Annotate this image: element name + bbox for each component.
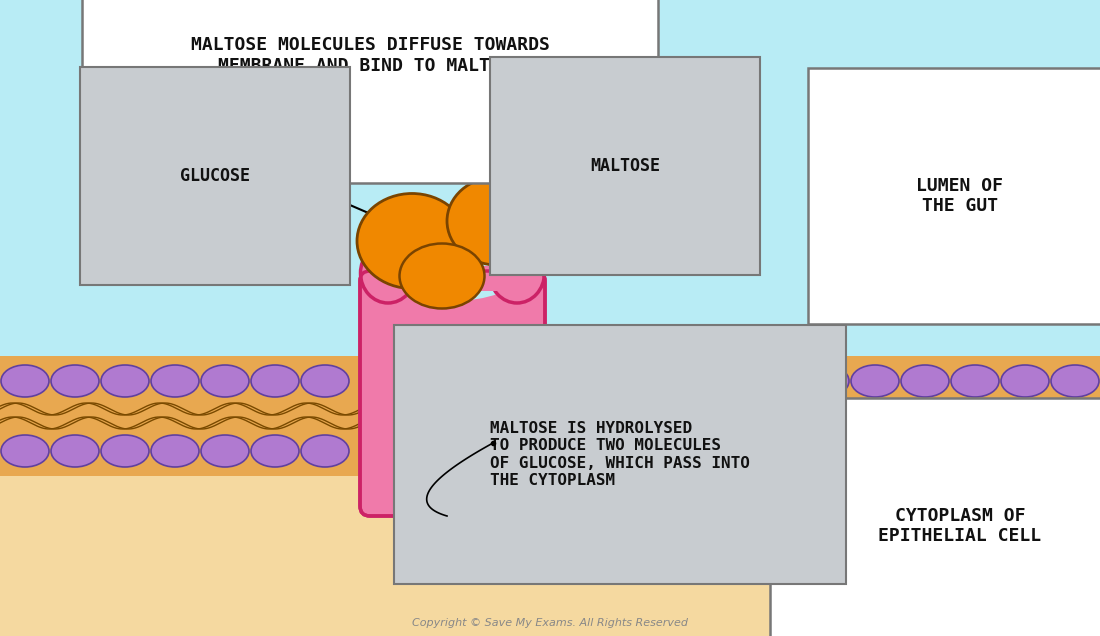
- Ellipse shape: [801, 365, 849, 397]
- Ellipse shape: [801, 435, 849, 467]
- Polygon shape: [0, 0, 1100, 356]
- Text: GLUCOSE: GLUCOSE: [180, 167, 250, 185]
- Ellipse shape: [251, 435, 299, 467]
- Ellipse shape: [901, 435, 949, 467]
- Ellipse shape: [51, 435, 99, 467]
- Ellipse shape: [1050, 365, 1099, 397]
- Ellipse shape: [101, 435, 148, 467]
- Text: LUMEN OF
THE GUT: LUMEN OF THE GUT: [916, 177, 1003, 216]
- Ellipse shape: [1050, 435, 1099, 467]
- Ellipse shape: [251, 365, 299, 397]
- Ellipse shape: [851, 365, 899, 397]
- Ellipse shape: [751, 435, 799, 467]
- Ellipse shape: [1, 365, 50, 397]
- Ellipse shape: [387, 251, 517, 301]
- Text: CYTOPLASM OF
EPITHELIAL CELL: CYTOPLASM OF EPITHELIAL CELL: [879, 507, 1042, 546]
- Ellipse shape: [101, 365, 148, 397]
- Ellipse shape: [1, 435, 50, 467]
- Ellipse shape: [551, 435, 600, 467]
- Ellipse shape: [151, 365, 199, 397]
- Ellipse shape: [151, 435, 199, 467]
- Ellipse shape: [952, 365, 999, 397]
- Text: Copyright © Save My Exams. All Rights Reserved: Copyright © Save My Exams. All Rights Re…: [412, 618, 688, 628]
- Ellipse shape: [901, 365, 949, 397]
- Ellipse shape: [361, 243, 416, 303]
- Ellipse shape: [651, 365, 698, 397]
- Text: MALTOSE IS HYDROLYSED
TO PRODUCE TWO MOLECULES
OF GLUCOSE, WHICH PASS INTO
THE C: MALTOSE IS HYDROLYSED TO PRODUCE TWO MOL…: [490, 421, 750, 488]
- Ellipse shape: [601, 435, 649, 467]
- Ellipse shape: [358, 193, 468, 289]
- Bar: [0, 356, 1100, 476]
- Ellipse shape: [301, 435, 349, 467]
- Ellipse shape: [490, 243, 544, 303]
- Ellipse shape: [301, 365, 349, 397]
- Ellipse shape: [551, 365, 600, 397]
- Text: MALTOSE: MALTOSE: [590, 157, 660, 175]
- Ellipse shape: [701, 365, 749, 397]
- Ellipse shape: [399, 244, 484, 308]
- Ellipse shape: [447, 177, 547, 265]
- Ellipse shape: [1001, 435, 1049, 467]
- Ellipse shape: [601, 365, 649, 397]
- Ellipse shape: [851, 435, 899, 467]
- Text: MALTASE: MALTASE: [393, 382, 512, 406]
- Ellipse shape: [51, 365, 99, 397]
- Text: MALTOSE MOLECULES DIFFUSE TOWARDS
MEMBRANE AND BIND TO MALTASE: MALTOSE MOLECULES DIFFUSE TOWARDS MEMBRA…: [190, 36, 549, 75]
- Ellipse shape: [701, 435, 749, 467]
- Ellipse shape: [651, 435, 698, 467]
- Ellipse shape: [751, 365, 799, 397]
- Polygon shape: [0, 476, 1100, 636]
- Ellipse shape: [952, 435, 999, 467]
- FancyBboxPatch shape: [360, 271, 544, 516]
- Ellipse shape: [201, 435, 249, 467]
- Ellipse shape: [1001, 365, 1049, 397]
- Bar: [387, 266, 517, 291]
- Ellipse shape: [201, 365, 249, 397]
